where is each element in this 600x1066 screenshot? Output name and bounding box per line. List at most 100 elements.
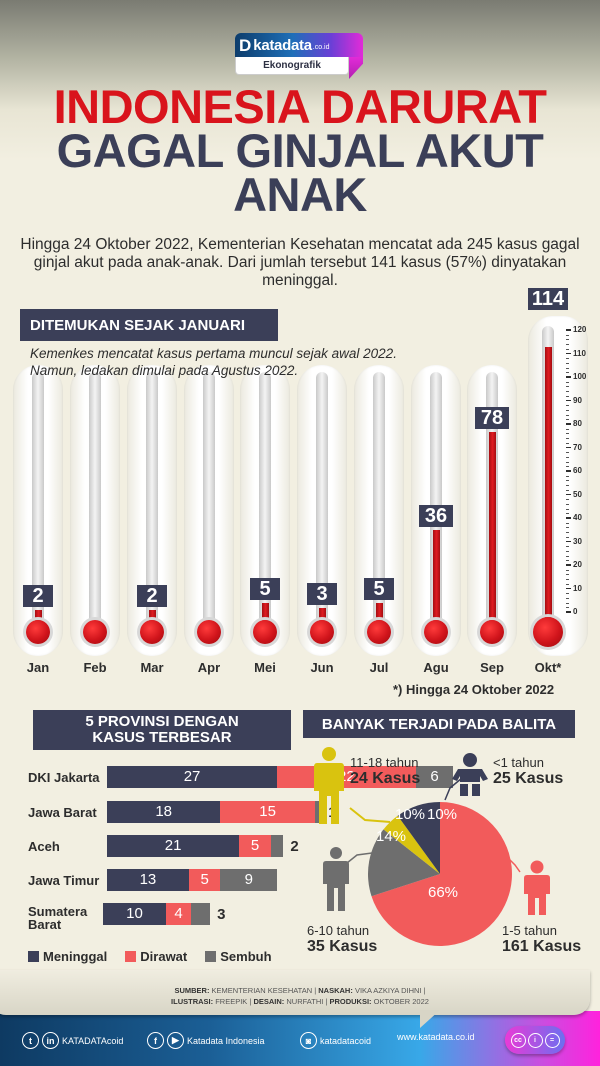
scale-minor-tick: [566, 358, 569, 360]
age-cases: 161 Kasus: [502, 938, 582, 955]
month-label: Sep: [480, 660, 504, 675]
scale-minor-tick: [566, 602, 569, 604]
scale-tick-label: 40: [566, 514, 582, 522]
value-label: 36: [419, 505, 453, 528]
value-label: 78: [475, 406, 509, 429]
logo-name: katadata: [253, 36, 312, 54]
province-row: DKI Jakarta 27 22 6: [28, 766, 454, 788]
stacked-bar: 13 5 9: [107, 869, 278, 891]
website-link[interactable]: www.katadata.co.id: [397, 1032, 475, 1042]
sembuh-value-outside: 3: [217, 905, 226, 923]
social-instagram[interactable]: ◙ katadatacoid: [300, 1032, 371, 1049]
scale-tick-label: 80: [566, 420, 582, 428]
scale-minor-tick: [566, 414, 569, 416]
page-title: INDONESIA DARURAT GAGAL GINJAL AKUT ANAK: [0, 83, 600, 218]
thermometer-bulb: [367, 620, 391, 644]
logo-subtitle: Ekonografik: [235, 57, 349, 75]
scale-minor-tick: [566, 593, 569, 595]
scale-minor-tick: [566, 339, 569, 341]
scale-minor-tick: [566, 499, 569, 501]
legend-label: Meninggal: [43, 949, 108, 964]
scale-tick-label: 110: [566, 349, 586, 358]
province-name: Aceh: [28, 838, 60, 854]
thermometer-tube: [203, 372, 215, 632]
linkedin-icon[interactable]: in: [42, 1032, 59, 1049]
bar-segment-meninggal: 10: [103, 903, 166, 925]
legend-sembuh: Sembuh: [205, 949, 272, 964]
scale-minor-tick: [566, 508, 569, 510]
scale-minor-tick: [566, 522, 569, 524]
scale-tick-label: 50: [566, 490, 582, 499]
thermometer-bulb: [197, 620, 221, 644]
scale-minor-tick: [566, 546, 569, 548]
instagram-icon[interactable]: ◙: [300, 1032, 317, 1049]
scale-minor-tick: [566, 527, 569, 529]
scale-tick-label: 120: [566, 326, 586, 334]
month-label: Jan: [26, 660, 50, 675]
scale-minor-tick: [566, 362, 569, 364]
value-label: 3: [307, 582, 337, 605]
thermometer-bulb: [310, 620, 334, 644]
thermometer-fill: [375, 603, 383, 632]
thermometer-tube: [316, 372, 328, 632]
scale-minor-tick: [566, 579, 569, 581]
intro-text: Hingga 24 Oktober 2022, Kementerian Kese…: [20, 236, 580, 289]
month-label: Mar: [140, 660, 164, 675]
katadata-logo: D katadata .co.id Ekonografik: [235, 33, 363, 79]
social-handle[interactable]: KATADATAcoid: [62, 1035, 124, 1046]
thermometer-tube: [259, 372, 271, 632]
cc-icon: cc: [510, 1032, 526, 1048]
thermometer-bulb: [253, 620, 277, 644]
bar-segment-sembuh: 6: [415, 766, 454, 788]
value-label: 5: [364, 578, 394, 601]
social-facebook-youtube[interactable]: f ▶ Katadata Indonesia: [147, 1032, 265, 1049]
bar-segment-meninggal: 18: [107, 801, 221, 823]
pie-slice-11-18: [383, 815, 440, 874]
legend-label: Sembuh: [220, 949, 272, 964]
section-heading-age: BANYAK TERJADI PADA BALITA: [303, 710, 575, 738]
thermometer-tube: [32, 372, 44, 632]
scale-minor-tick: [566, 381, 569, 383]
bar-segment-meninggal: 27: [107, 766, 278, 788]
social-twitter-linkedin[interactable]: t in KATADATAcoid: [22, 1032, 123, 1049]
age-cases: 25 Kasus: [493, 770, 564, 787]
province-row: Sumatera Barat 10 4 3: [28, 903, 226, 931]
age-group-6-10: 6-10 tahun 35 Kasus: [307, 923, 377, 955]
scale-tick-label: 70: [566, 443, 582, 452]
facebook-icon[interactable]: f: [147, 1032, 164, 1049]
value-label: 5: [250, 578, 280, 601]
scale-minor-tick: [566, 555, 569, 557]
thermometer-fill: [544, 347, 552, 632]
bar-segment-dirawat: 5: [239, 835, 271, 857]
credit-label: SUMBER:: [174, 986, 210, 995]
child-person-icon: [323, 847, 349, 911]
twitter-icon[interactable]: t: [22, 1032, 39, 1049]
teen-person-icon: [314, 747, 344, 824]
age-range: 11-18 tahun: [350, 755, 419, 770]
thermometer-tube: [89, 372, 101, 632]
thermometer-bulb: [480, 620, 504, 644]
scale-minor-tick: [566, 503, 569, 505]
age-cases: 35 Kasus: [307, 938, 378, 955]
scale-minor-tick: [566, 480, 569, 482]
scale-minor-tick: [566, 532, 569, 534]
province-name: DKI Jakarta: [28, 769, 100, 785]
bar-segment-dirawat: 15: [220, 801, 315, 823]
thermometer-fill: [432, 530, 440, 632]
social-handle[interactable]: katadatacoid: [320, 1035, 372, 1046]
website-url[interactable]: www.katadata.co.id: [397, 1032, 475, 1042]
social-handle[interactable]: Katadata Indonesia: [187, 1035, 265, 1046]
scale-tick-label: 10: [566, 584, 582, 593]
province-row: Jawa Timur 13 5 9: [28, 869, 278, 891]
province-row: Jawa Barat18151: [28, 801, 337, 823]
heading-line-2: KASUS TERBESAR: [92, 729, 232, 746]
credit-label: PRODUKSI:: [329, 997, 372, 1006]
logo-mark: D: [239, 35, 252, 55]
scale-tick-label: 30: [566, 537, 582, 546]
thermometer-bulb: [533, 617, 563, 647]
youtube-icon[interactable]: ▶: [167, 1032, 184, 1049]
monthly-footnote: *) Hingga 24 Oktober 2022: [393, 682, 555, 697]
pie-pct-1-5: 66%: [428, 884, 459, 901]
age-group-1-5: 1-5 tahun 161 Kasus: [502, 923, 581, 955]
sembuh-value-outside: 2: [290, 837, 299, 855]
